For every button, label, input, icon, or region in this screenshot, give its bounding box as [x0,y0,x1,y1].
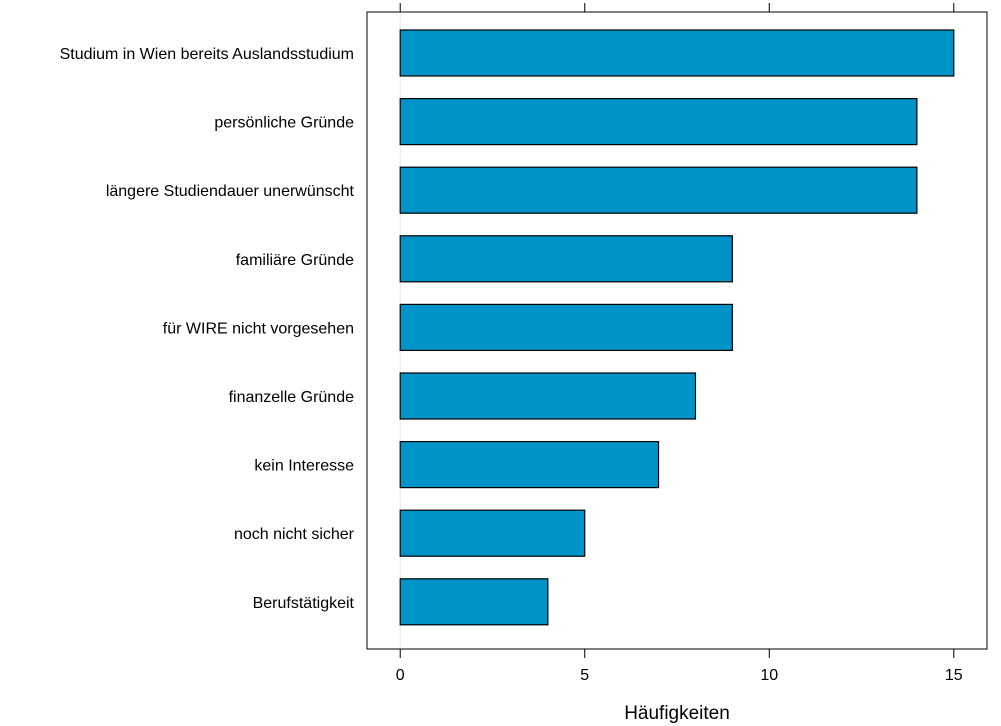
category-label: Berufstätigkeit [253,595,355,612]
bars-group [399,29,955,626]
bar [399,578,549,626]
category-label: noch nicht sicher [234,526,355,543]
category-label: für WIRE nicht vorgesehen [163,320,354,337]
x-axis-ticks-group: 0 5 10 15 [396,3,963,684]
category-labels-group: Studium in Wien bereits Auslandsstudium p… [60,46,355,612]
bar [399,509,586,557]
category-label: Studium in Wien bereits Auslandsstudium [60,46,354,63]
category-label: finanzelle Gründe [229,389,355,406]
plot-frame [366,11,988,650]
bar [399,235,733,283]
x-tick-label: 15 [945,667,963,684]
x-axis-title: Häufigkeiten [624,703,730,724]
bar [399,372,697,420]
x-tick-label: 5 [580,667,589,684]
category-label: familiäre Gründe [236,252,354,269]
x-tick-label: 0 [396,667,405,684]
x-tick-label: 10 [760,667,778,684]
category-label: persönliche Gründe [214,115,354,132]
bar [399,166,918,214]
bar [399,29,955,77]
category-label: längere Studiendauer unerwünscht [106,183,355,200]
category-label: kein Interesse [254,458,354,475]
bar [399,303,733,351]
bar [399,97,918,146]
bar [399,441,660,489]
